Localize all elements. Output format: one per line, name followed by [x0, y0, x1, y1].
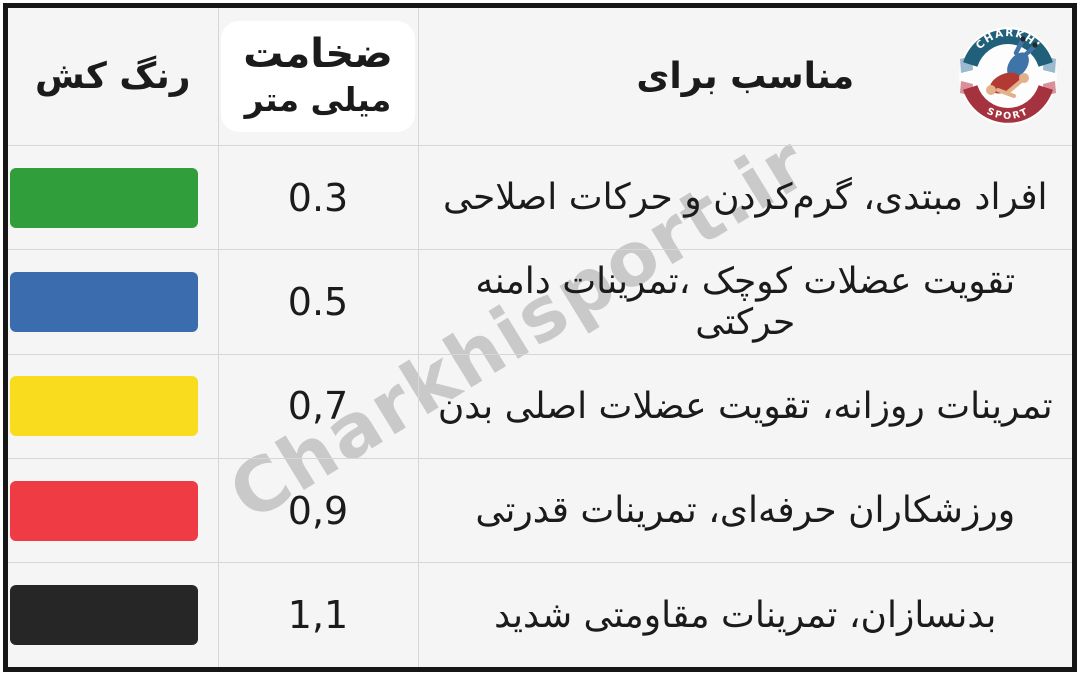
suitable-text: تمرینات روزانه، تقویت عضلات اصلی بدن	[417, 353, 1072, 459]
suitable-text: ورزشکاران حرفه‌ای، تمرینات قدرتی	[417, 457, 1072, 564]
logo-top-banner	[963, 29, 1053, 68]
suitable-text: تقویت عضلات کوچک ،تمرینات دامنه حرکتی	[417, 249, 1072, 355]
thickness-header-highlight: ضخامت میلی متر	[221, 20, 415, 133]
wrestling-logo-icon: CHARKHI SPORT	[959, 27, 1057, 126]
thickness-value: 1,1	[217, 562, 419, 667]
thickness-value: 0,7	[217, 353, 419, 459]
table-frame: Charkhisport.ir مناسب برای	[3, 3, 1077, 672]
header-cell-thickness: ضخامت میلی متر	[217, 8, 419, 146]
thickness-value: 0,9	[217, 457, 419, 564]
table-row-black: بدنسازان، تمرینات مقاومتی شدید 1,1	[8, 562, 1072, 667]
thickness-header-title: ضخامت	[243, 30, 393, 77]
thickness-value: 0.5	[217, 249, 419, 355]
blue-band-swatch	[10, 271, 198, 332]
thickness-value: 0.3	[217, 144, 419, 251]
logo-bottom-banner	[963, 85, 1053, 124]
charkhi-sport-logo: CHARKHI SPORT	[958, 26, 1058, 126]
header-cell-band-color: رنگ کش	[8, 8, 219, 146]
logo-bottom-text: SPORT	[985, 106, 1031, 122]
table-row-red: ورزشکاران حرفه‌ای، تمرینات قدرتی 0,9	[8, 457, 1072, 564]
table-row-yellow: تمرینات روزانه، تقویت عضلات اصلی بدن 0,7	[8, 353, 1072, 459]
svg-text:SPORT: SPORT	[985, 106, 1031, 122]
black-band-swatch	[10, 585, 198, 646]
suitable-text: افراد مبتدی، گرم‌کردن و حرکات اصلاحی	[417, 144, 1072, 251]
table-row-blue: تقویت عضلات کوچک ،تمرینات دامنه حرکتی 0.…	[8, 249, 1072, 355]
green-band-swatch	[10, 167, 198, 228]
thickness-header-unit: میلی متر	[244, 79, 392, 119]
suitable-text: بدنسازان، تمرینات مقاومتی شدید	[417, 562, 1072, 667]
header-cell-suitable-for: مناسب برای	[417, 8, 1072, 146]
table-row-green: افراد مبتدی، گرم‌کردن و حرکات اصلاحی 0.3	[8, 144, 1072, 251]
yellow-band-swatch	[10, 376, 198, 437]
wrestlers-graphic	[986, 36, 1038, 99]
band-color-header-label: رنگ کش	[35, 55, 191, 97]
red-band-swatch	[10, 480, 198, 541]
suitable-for-header-label: مناسب برای	[636, 55, 855, 97]
table-header-row: مناسب برای	[8, 8, 1072, 146]
resistance-band-table: مناسب برای	[8, 8, 1072, 667]
